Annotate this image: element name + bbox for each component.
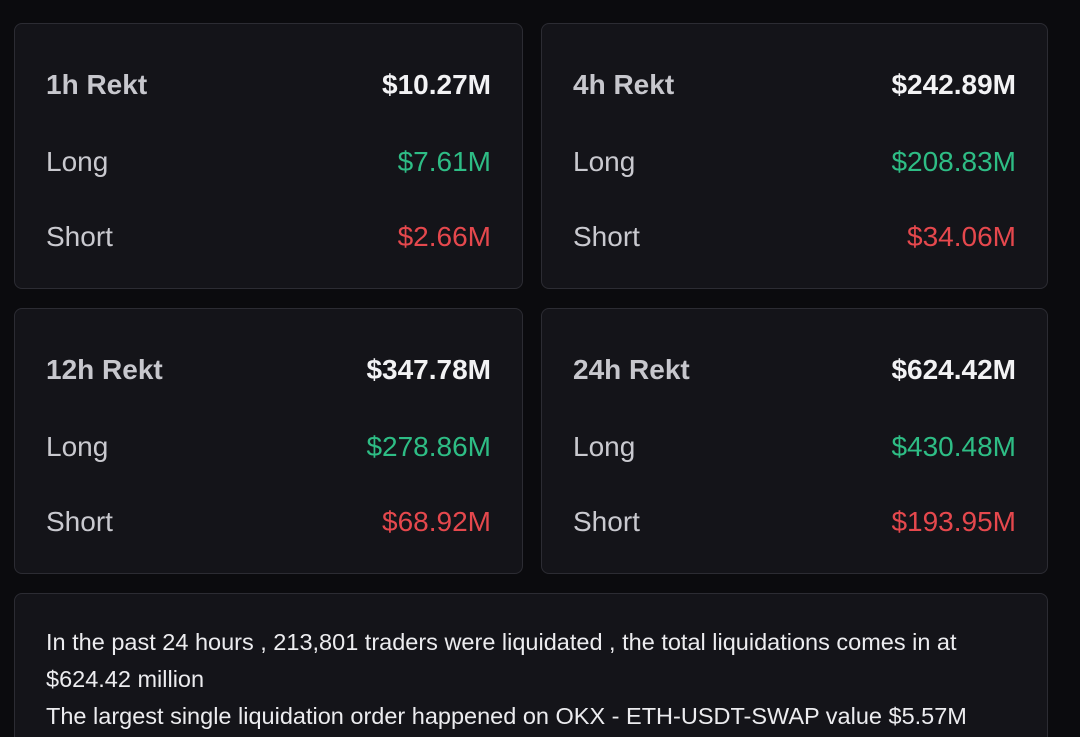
total-value: $242.89M: [891, 69, 1016, 100]
summary-total-text: In the past 24 hours , 213,801 traders w…: [46, 629, 957, 692]
short-label: Short: [46, 506, 113, 537]
rekt-card-4h: 4h Rekt $242.89M Long $208.83M Short $34…: [541, 23, 1048, 289]
long-row: Long $208.83M: [573, 142, 1016, 182]
card-title: 24h Rekt: [573, 354, 690, 385]
long-value: $430.48M: [891, 431, 1016, 462]
long-label: Long: [573, 431, 636, 462]
rekt-card-24h: 24h Rekt $624.42M Long $430.48M Short $1…: [541, 308, 1048, 574]
liquidation-summary: In the past 24 hours , 213,801 traders w…: [14, 593, 1048, 737]
rekt-card-12h: 12h Rekt $347.78M Long $278.86M Short $6…: [14, 308, 523, 574]
short-row: Short $34.06M: [573, 217, 1016, 257]
card-header: 24h Rekt $624.42M: [573, 350, 1016, 390]
rekt-card-1h: 1h Rekt $10.27M Long $7.61M Short $2.66M: [14, 23, 523, 289]
short-value: $34.06M: [907, 221, 1016, 252]
short-row: Short $2.66M: [46, 217, 491, 257]
total-value: $10.27M: [382, 69, 491, 100]
card-header: 12h Rekt $347.78M: [46, 350, 491, 390]
long-row: Long $278.86M: [46, 427, 491, 467]
card-header: 4h Rekt $242.89M: [573, 65, 1016, 105]
long-value: $7.61M: [397, 146, 491, 177]
short-value: $2.66M: [397, 221, 491, 252]
short-label: Short: [46, 221, 113, 252]
short-label: Short: [573, 506, 640, 537]
short-row: Short $193.95M: [573, 502, 1016, 542]
long-value: $208.83M: [891, 146, 1016, 177]
short-value: $193.95M: [891, 506, 1016, 537]
total-value: $347.78M: [366, 354, 491, 385]
short-value: $68.92M: [382, 506, 491, 537]
long-row: Long $430.48M: [573, 427, 1016, 467]
long-label: Long: [573, 146, 636, 177]
short-row: Short $68.92M: [46, 502, 491, 542]
long-label: Long: [46, 431, 109, 462]
long-value: $278.86M: [366, 431, 491, 462]
card-title: 1h Rekt: [46, 69, 148, 100]
total-value: $624.42M: [891, 354, 1016, 385]
card-header: 1h Rekt $10.27M: [46, 65, 491, 105]
card-title: 12h Rekt: [46, 354, 163, 385]
long-label: Long: [46, 146, 109, 177]
short-label: Short: [573, 221, 640, 252]
summary-largest-order-text: The largest single liquidation order hap…: [46, 703, 967, 729]
card-title: 4h Rekt: [573, 69, 675, 100]
long-row: Long $7.61M: [46, 142, 491, 182]
